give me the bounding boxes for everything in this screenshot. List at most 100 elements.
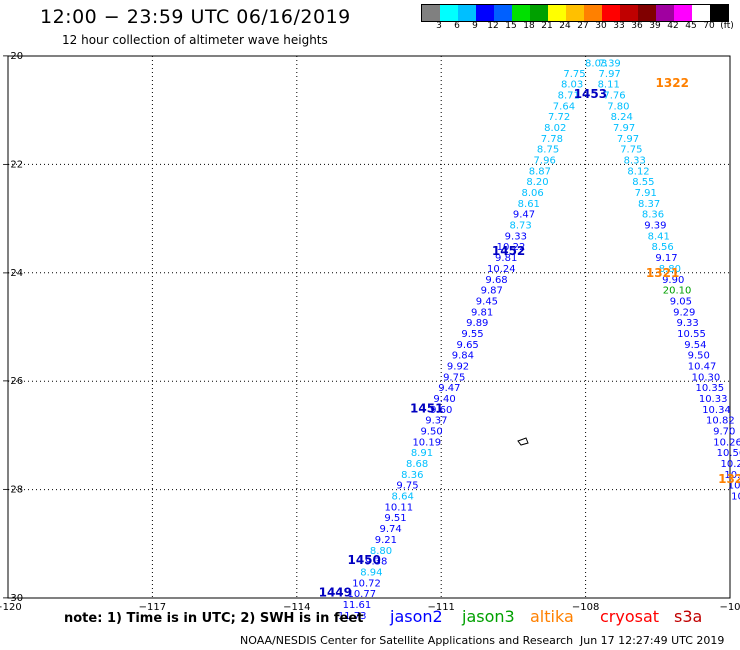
wave-height-point: 9.60 (430, 405, 452, 416)
wave-height-point: 7.80 (607, 101, 629, 112)
legend-swatch (584, 5, 602, 21)
lat-tick-label: −20 (2, 51, 23, 62)
wave-height-point: 8.11 (598, 80, 620, 91)
wave-height-point: 9.17 (655, 253, 677, 264)
lat-tick-label: −26 (2, 376, 23, 387)
legend-swatch (512, 5, 530, 21)
footer-timestamp: Jun 17 12:27:49 UTC 2019 (580, 634, 725, 647)
pass-time-label: 1449 (319, 586, 352, 600)
wave-height-point: 10.26 (713, 437, 740, 448)
legend-swatch (548, 5, 566, 21)
wave-height-point: 10.24 (487, 264, 516, 275)
wave-height-point: 9.47 (513, 210, 535, 221)
wave-height-point: 7.91 (635, 188, 657, 199)
wave-height-point: 8.80 (370, 546, 392, 557)
wave-height-point: 9.45 (476, 296, 498, 307)
legend-swatch (422, 5, 440, 21)
wave-height-point: 8.36 (401, 470, 423, 481)
wave-height-point: 9.50 (688, 351, 710, 362)
wave-height-point: 9.84 (452, 351, 474, 362)
lon-tick-label: −120 (0, 602, 22, 613)
legend-swatch (656, 5, 674, 21)
pass-time-label: 1321 (646, 266, 679, 280)
wave-height-point: 10.11 (385, 502, 414, 513)
wave-height-point: 10.55 (677, 329, 706, 340)
wave-height-point: 9.55 (461, 329, 483, 340)
color-legend-labels: 3 6 9 12 15 18 21 24 27 30 33 36 39 42 45 70 (ft) (421, 21, 734, 33)
wave-height-point: 9.40 (433, 394, 455, 405)
page-title: 12:00 − 23:59 UTC 06/16/2019 (40, 6, 351, 28)
wave-height-point: 9.81 (495, 253, 517, 264)
wave-height-point: 10.26 (720, 459, 740, 470)
wave-height-point: 7.78 (541, 134, 563, 145)
legend-swatch (638, 5, 656, 21)
wave-height-point: 9.65 (457, 340, 479, 351)
wave-height-point: 7.76 (603, 90, 625, 101)
wave-height-point: 9.68 (485, 275, 507, 286)
wave-height-point: 10.47 (688, 361, 717, 372)
wave-height-point: 10.27 (724, 470, 740, 481)
wave-height-point: 10.56 (717, 448, 740, 459)
footer-credit: NOAA/NESDIS Center for Satellite Applica… (240, 634, 574, 647)
wave-height-point: 8.80 (659, 264, 681, 275)
lon-tick-label: −10 (719, 602, 740, 613)
wave-height-point: 7.72 (548, 112, 570, 123)
legend-swatch (674, 5, 692, 21)
wave-height-point: 8.24 (611, 112, 633, 123)
wave-height-point: 10.82 (706, 416, 735, 427)
wave-height-point: 11.61 (343, 600, 372, 611)
lon-tick-label: −117 (139, 602, 166, 613)
wave-height-point: 7.39 (599, 59, 621, 70)
legend-label: 39 (649, 21, 661, 31)
legend-swatch (494, 5, 512, 21)
wave-height-point: 8.55 (632, 177, 654, 188)
lat-tick-label: −28 (2, 485, 23, 496)
wave-height-point: 7.64 (553, 101, 575, 112)
legend-label: 6 (454, 21, 460, 31)
wave-height-point: 9.51 (384, 513, 406, 524)
wave-height-point: 8.75 (537, 145, 559, 156)
wave-height-point: 8.33 (624, 156, 646, 167)
wave-height-point: 9.89 (466, 318, 488, 329)
legend-label: 24 (559, 21, 571, 31)
lon-tick-label: −111 (427, 602, 454, 613)
legend-swatch (710, 5, 728, 21)
wave-height-point: 8.03 (561, 80, 583, 91)
lon-tick-label: −114 (283, 602, 310, 613)
wave-height-point: 10.72 (352, 578, 381, 589)
legend-label: 12 (487, 21, 499, 31)
wave-height-point: 10.35 (695, 383, 724, 394)
legend-label: 3 (436, 21, 442, 31)
wave-height-point: 8.87 (529, 166, 551, 177)
wave-height-point: 8.61 (518, 199, 540, 210)
wave-height-point: 10.22 (497, 242, 526, 253)
wave-height-point: 8.94 (360, 567, 382, 578)
color-legend (421, 4, 729, 22)
wave-height-point: 8.12 (627, 166, 649, 177)
wave-height-point: 9.75 (443, 372, 465, 383)
wave-height-point: 9.75 (396, 481, 418, 492)
legend-label: 21 (541, 21, 553, 31)
wave-height-point: 8.64 (392, 492, 414, 503)
map-frame (7, 55, 731, 599)
legend-label: (ft) (720, 21, 734, 31)
wave-height-point: 8.02 (544, 123, 566, 134)
legend-swatch (530, 5, 548, 21)
wave-height-point: 7.97 (599, 69, 621, 80)
legend-swatch (476, 5, 494, 21)
wave-height-point: 7.75 (620, 145, 642, 156)
legend-label: 70 (703, 21, 715, 31)
wave-height-point: 9.47 (438, 383, 460, 394)
wave-height-point: 9.81 (471, 307, 493, 318)
legend-label: 9 (472, 21, 478, 31)
lat-tick-label: −22 (2, 159, 23, 170)
legend-swatch (566, 5, 584, 21)
legend-swatch (458, 5, 476, 21)
lon-tick-label: −108 (572, 602, 599, 613)
legend-label: 45 (685, 21, 697, 31)
pass-time-label: 1453 (574, 87, 607, 101)
wave-height-point: 9.90 (662, 275, 684, 286)
wave-height-point: 9.33 (677, 318, 699, 329)
wave-height-point: 10.34 (702, 405, 731, 416)
sat-label-cryosat: cryosat (600, 607, 660, 626)
